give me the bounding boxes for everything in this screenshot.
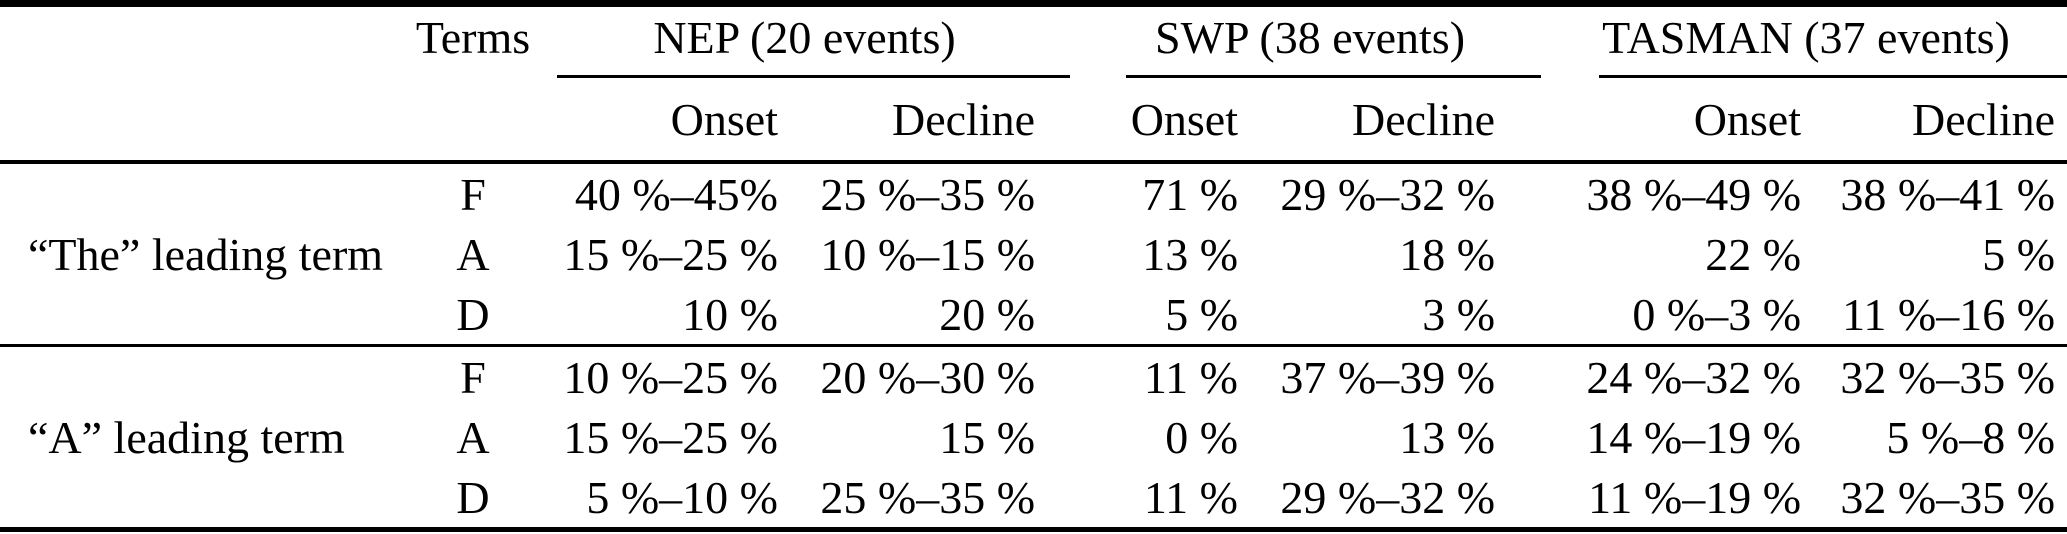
cell-value: 29 %–32 % <box>1280 168 1496 220</box>
col-header-nep-onset: Onset <box>534 78 790 164</box>
header-spacer <box>0 78 412 164</box>
group-underline-nep <box>557 75 1071 78</box>
cell-value: 32 %–35 % <box>1840 351 2056 403</box>
term-label: A <box>456 411 490 463</box>
cell-value: 11 % <box>1143 351 1239 403</box>
cell-value: 20 % <box>790 284 1076 347</box>
cell-value: 20 %–30 % <box>820 351 1036 403</box>
group-header-row: Terms NEP (20 events) SWP (38 events) TA… <box>0 4 2067 79</box>
term-label: F <box>460 351 486 403</box>
col-header-tasman-decline: Decline <box>1815 78 2067 164</box>
header-spacer <box>0 4 412 79</box>
cell-value: 24 %–32 % <box>1586 351 1802 403</box>
cell-value: 37 %–39 % <box>1280 351 1496 403</box>
group-header-swp: SWP (38 events) <box>1075 4 1545 78</box>
cell-value: 10 %–25 % <box>563 351 778 403</box>
cell-value: 40 %–45% <box>574 168 778 220</box>
term-label: D <box>412 284 534 347</box>
table-row: “The” leading term F 40 %–45% 25 %–35 % … <box>0 162 2067 347</box>
cell-value: 14 %–19 % <box>1586 411 1802 463</box>
group-header-swp-label: SWP (38 events) <box>1155 12 1466 63</box>
cell-value: 38 %–41 % <box>1840 168 2056 220</box>
term-label: D <box>456 471 490 523</box>
group-header-nep-label: NEP (20 events) <box>653 12 956 63</box>
cell-value: 0 %–3 % <box>1545 284 1816 347</box>
col-header-swp-onset: Onset <box>1075 78 1251 164</box>
subheader-row: Onset Decline Onset Decline Onset Declin… <box>0 78 2067 164</box>
cell-value: 25 %–35 % <box>820 168 1036 220</box>
cell-value: 11 %–19 % <box>1588 471 1802 523</box>
table-row: D 10 % 20 % 5 % 3 % 0 %–3 % 11 %–16 % <box>0 284 2067 347</box>
cell-value: 10 % <box>534 284 790 347</box>
cell-value: 18 % <box>1399 228 1496 280</box>
table-row: D 5 %–10 % 25 %–35 % 11 % 29 %–32 % 11 %… <box>0 467 2067 530</box>
cell-value: 29 %–32 % <box>1280 471 1496 523</box>
cell-value: 5 % <box>1075 284 1251 347</box>
cell-value: 11 %–16 % <box>1815 284 2067 347</box>
cell-value: 13 % <box>1399 411 1496 463</box>
group-underline-swp <box>1126 75 1542 78</box>
table-row: “A” leading term F 10 %–25 % 20 %–30 % 1… <box>0 346 2067 463</box>
row-group-label-a: “A” leading term <box>28 411 345 463</box>
col-header-swp-decline: Decline <box>1250 78 1546 164</box>
cell-value: 5 % <box>1982 228 2056 280</box>
group-underline-tasman <box>1599 75 2067 78</box>
cell-value: 71 % <box>1142 168 1239 220</box>
cell-value: 25 %–35 % <box>820 471 1036 523</box>
cell-value: 22 % <box>1705 228 1802 280</box>
term-label: A <box>456 228 490 280</box>
col-header-tasman-onset: Onset <box>1545 78 1816 164</box>
cell-value: 10 %–15 % <box>820 228 1036 280</box>
cell-value: 13 % <box>1142 228 1239 280</box>
table-row: A 15 %–25 % 15 % 0 % 13 % 14 %–19 % 5 %–… <box>0 407 2067 467</box>
cell-value: 5 %–10 % <box>586 471 778 523</box>
term-label: F <box>460 168 486 220</box>
table-row: A 15 %–25 % 10 %–15 % 13 % 18 % 22 % 5 % <box>0 224 2067 284</box>
col-header-nep-decline: Decline <box>790 78 1076 164</box>
row-group-label-the: “The” leading term <box>0 162 412 347</box>
col-header-terms-label: Terms <box>415 12 531 63</box>
header-spacer <box>412 78 534 164</box>
col-header-terms: Terms <box>412 4 534 79</box>
cell-value: 0 % <box>1165 411 1239 463</box>
cell-value: 15 %–25 % <box>563 411 778 463</box>
group-header-tasman-label: TASMAN (37 events) <box>1602 12 2010 63</box>
group-header-tasman: TASMAN (37 events) <box>1545 4 2067 78</box>
cell-value: 11 % <box>1143 471 1239 523</box>
cell-value: 38 %–49 % <box>1586 168 1802 220</box>
cell-value: 5 %–8 % <box>1886 411 2056 463</box>
cell-value: 3 % <box>1250 284 1546 347</box>
cell-value: 32 %–35 % <box>1840 471 2056 523</box>
cell-value: 15 % <box>939 411 1036 463</box>
group-header-nep: NEP (20 events) <box>534 4 1075 78</box>
cell-value: 15 %–25 % <box>563 228 778 280</box>
